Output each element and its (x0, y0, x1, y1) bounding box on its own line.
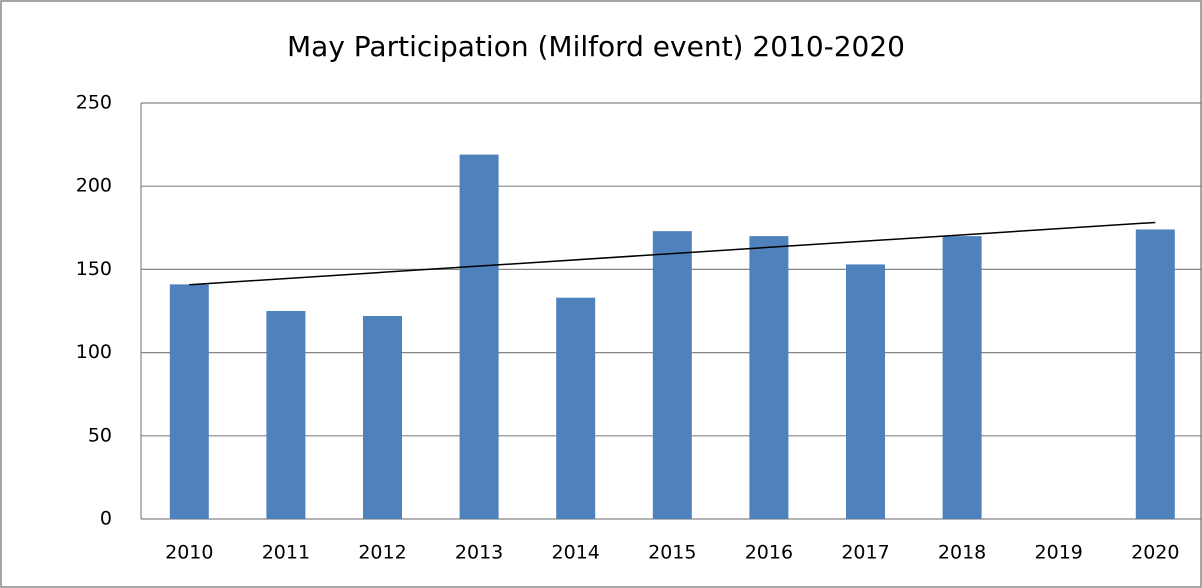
bar (169, 284, 209, 519)
bar (556, 297, 596, 519)
bar (749, 236, 789, 519)
bar (266, 311, 306, 519)
x-tick-label: 2013 (455, 542, 503, 564)
y-tick-label: 150 (76, 258, 112, 280)
bar (459, 154, 499, 520)
x-tick-label: 2020 (1131, 542, 1179, 564)
y-tick-label: 250 (76, 92, 112, 114)
bar (942, 236, 982, 519)
x-tick-label: 2010 (165, 542, 213, 564)
x-tick-label: 2014 (552, 542, 600, 564)
bar (363, 315, 402, 519)
x-tick-label: 2012 (358, 542, 406, 564)
x-tick-label: 2018 (938, 542, 986, 564)
chart-title: May Participation (Milford event) 2010-2… (287, 30, 905, 63)
y-tick-label: 100 (76, 341, 112, 363)
y-tick-label: 200 (76, 175, 112, 197)
y-tick-label: 50 (88, 424, 112, 446)
y-tick-label: 0 (100, 508, 112, 530)
x-tick-label: 2016 (745, 542, 793, 564)
x-tick-label: 2019 (1035, 542, 1083, 564)
bar (652, 231, 692, 520)
bar (1135, 229, 1175, 520)
bar (846, 264, 885, 519)
trendline (189, 221, 1156, 286)
x-tick-label: 2011 (262, 542, 310, 564)
x-tick-label: 2017 (841, 542, 889, 564)
x-tick-label: 2015 (648, 542, 696, 564)
